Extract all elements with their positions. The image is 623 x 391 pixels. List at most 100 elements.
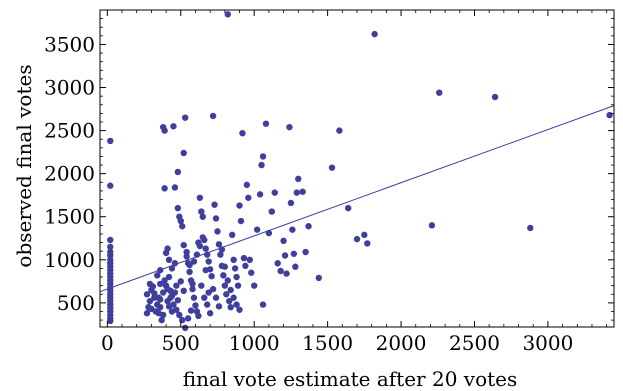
data-point [204, 301, 211, 308]
data-point [211, 201, 218, 208]
data-point [157, 303, 164, 311]
y-tick-label: 3500 [44, 32, 95, 56]
y-tick-label: 2500 [44, 119, 95, 143]
data-point [283, 270, 290, 277]
fit-line [99, 105, 615, 293]
data-point [289, 226, 296, 233]
data-point [206, 310, 214, 317]
data-point [148, 286, 155, 294]
data-point [186, 268, 193, 276]
data-point [281, 252, 289, 259]
axes: 0 500 1000 1500 2000 2500 30005001000150020002… [44, 9, 615, 355]
data-point [217, 251, 224, 258]
data-point [228, 231, 236, 239]
data-point [161, 127, 168, 134]
data-point [186, 261, 193, 269]
x-tick-label: 1000 [229, 331, 280, 355]
y-axis-title: observed final votes [12, 64, 36, 267]
data-point [107, 236, 114, 244]
data-point [174, 168, 182, 176]
data-point [180, 241, 187, 249]
data-point [212, 215, 220, 222]
y-tick-label: 1000 [44, 248, 95, 272]
y-tick-label: 3000 [44, 76, 95, 100]
data-point [199, 213, 206, 220]
data-point [243, 181, 251, 189]
data-point [353, 235, 361, 243]
data-point [236, 306, 243, 313]
data-point [167, 294, 174, 301]
data-point [274, 260, 281, 267]
y-tick-label: 2000 [44, 162, 95, 186]
data-point [180, 287, 187, 295]
data-point [215, 241, 223, 248]
data-point [174, 297, 182, 304]
data-point [209, 285, 217, 293]
data-point [236, 202, 243, 209]
data-point [371, 30, 378, 38]
data-point [223, 291, 230, 298]
data-point [256, 191, 264, 198]
data-point [193, 251, 201, 258]
data-point [287, 199, 295, 207]
data-point [436, 89, 443, 96]
data-point [302, 248, 309, 256]
data-point [215, 303, 223, 310]
data-point [218, 246, 226, 253]
data-point [224, 11, 231, 18]
data-point [164, 285, 171, 293]
data-point [290, 250, 298, 257]
data-point [328, 164, 336, 171]
data-point [277, 267, 284, 275]
data-point [251, 282, 258, 289]
data-point [299, 188, 306, 195]
data-point [146, 280, 154, 288]
data-point [253, 226, 261, 233]
data-point [220, 272, 227, 279]
data-point [202, 266, 209, 274]
data-point [107, 137, 114, 145]
data-point [240, 254, 248, 262]
data-point [286, 123, 293, 131]
data-point [205, 289, 212, 296]
data-point [226, 297, 233, 305]
data-point [157, 280, 164, 288]
plot-frame [99, 9, 615, 328]
data-point [181, 114, 189, 121]
x-tick-label: 500 [162, 331, 200, 355]
data-point [173, 282, 180, 289]
data-point [158, 316, 165, 324]
data-point [196, 242, 204, 250]
data-point [199, 234, 206, 241]
data-point [224, 277, 231, 284]
data-point [179, 223, 186, 230]
data-point [336, 127, 343, 134]
x-tick-label: 3000 [522, 331, 573, 355]
data-point [198, 282, 205, 289]
data-point [246, 256, 253, 264]
data-point [239, 129, 246, 137]
data-point [192, 302, 199, 309]
data-point [242, 262, 249, 270]
data-point [237, 217, 245, 225]
data-point [231, 265, 239, 272]
data-point [248, 269, 255, 276]
data-point [171, 289, 179, 296]
data-point [184, 315, 192, 322]
data-point [361, 231, 368, 239]
data-point [527, 224, 534, 232]
data-point [187, 307, 195, 314]
data-point [491, 93, 499, 101]
data-point [233, 301, 240, 308]
data-point [364, 240, 371, 247]
data-point [196, 194, 204, 201]
data-point [190, 294, 198, 301]
data-point [107, 243, 114, 251]
data-point [268, 208, 276, 215]
data-point [227, 286, 234, 294]
data-point [164, 245, 171, 252]
data-point [214, 228, 221, 235]
data-point [170, 123, 177, 130]
data-point [171, 260, 179, 267]
